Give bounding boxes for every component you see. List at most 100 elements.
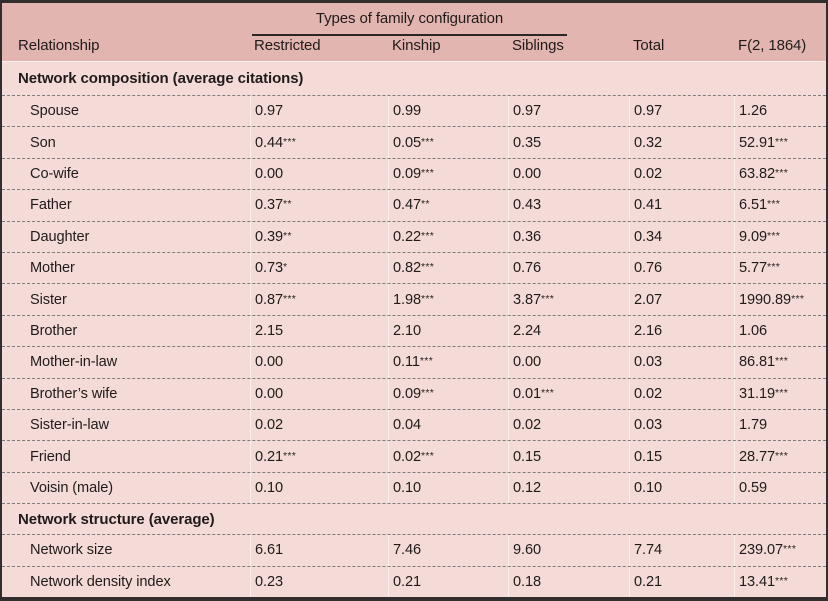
value-cell: 1990.89 ***	[734, 284, 826, 315]
row-label: Spouse	[30, 103, 79, 120]
value-cell: 2.07	[629, 284, 734, 315]
value-cell: 0.37 **	[250, 190, 388, 221]
value-cell: 1.06	[734, 315, 826, 347]
section-header-row: Network structure (average)	[2, 503, 826, 534]
value-cell: 28.77 ***	[734, 441, 826, 472]
value-cell: 0.97	[508, 96, 629, 127]
value-cell: 0.73 *	[250, 253, 388, 284]
table-row: Father 0.37 ** 0.47 ** 0.43 0.41 6.51 ***	[2, 189, 826, 221]
value-cell: 0.59	[734, 472, 826, 504]
value-cell: 0.00	[250, 158, 388, 190]
column-header-kinship: Kinship	[392, 37, 441, 54]
value-cell: 1.26	[734, 96, 826, 127]
row-label: Friend	[30, 448, 71, 465]
value-cell: 5.77 ***	[734, 253, 826, 284]
row-label: Brother	[30, 323, 78, 340]
row-label: Daughter	[30, 228, 90, 245]
value-cell: 0.34	[629, 221, 734, 253]
row-label: Mother	[30, 260, 75, 277]
value-cell: 0.10	[388, 472, 508, 504]
value-cell: 0.99	[388, 96, 508, 127]
column-header-restricted: Restricted	[254, 37, 321, 54]
value-cell: 0.76	[629, 253, 734, 284]
value-cell: 63.82 ***	[734, 158, 826, 190]
value-cell: 1.79	[734, 410, 826, 441]
value-cell: 0.36	[508, 221, 629, 253]
value-cell: 0.41	[629, 190, 734, 221]
value-cell: 0.03	[629, 347, 734, 378]
value-cell: 0.02	[629, 158, 734, 190]
section-title: Network structure (average)	[18, 510, 215, 528]
table-row: Sister-in-law 0.02 0.04 0.02 0.03 1.79	[2, 409, 826, 441]
table-row: Mother 0.73 * 0.82 *** 0.76 0.76 5.77 ***	[2, 252, 826, 284]
row-label: Network size	[30, 542, 113, 559]
table-row: Brother 2.15 2.10 2.24 2.16 1.06	[2, 314, 826, 347]
row-label: Son	[30, 134, 56, 151]
column-header-siblings: Siblings	[512, 37, 564, 54]
value-cell: 0.15	[629, 441, 734, 472]
value-cell: 31.19 ***	[734, 378, 826, 410]
value-cell: 0.18	[508, 566, 629, 597]
table-row: Sister 0.87 *** 1.98 *** 3.87 *** 2.07 1990.89 **…	[2, 283, 826, 315]
value-cell: 0.23	[250, 566, 388, 597]
value-cell: 1.98 ***	[388, 284, 508, 315]
value-cell: 6.51 ***	[734, 190, 826, 221]
value-cell: 0.01 ***	[508, 378, 629, 410]
value-cell: 0.21	[388, 566, 508, 597]
spanner-rule	[252, 34, 567, 36]
column-header-relationship: Relationship	[18, 37, 100, 54]
value-cell: 0.97	[250, 96, 388, 127]
value-cell: 0.82 ***	[388, 253, 508, 284]
row-label: Voisin (male)	[30, 480, 114, 497]
row-label: Co-wife	[30, 166, 79, 183]
value-cell: 52.91 ***	[734, 127, 826, 158]
table-row: Son 0.44 *** 0.05 *** 0.35 0.32 52.91 ***	[2, 126, 826, 158]
row-label: Mother-in-law	[30, 354, 118, 371]
row-label: Network density index	[30, 573, 171, 590]
row-label: Father	[30, 197, 72, 214]
spanner-heading: Types of family configuration	[315, 10, 504, 27]
value-cell: 0.02	[250, 410, 388, 441]
table-header: Types of family configuration Relationsh…	[2, 3, 826, 62]
value-cell: 0.10	[629, 472, 734, 504]
column-header-f-statistic: F(2, 1864)	[738, 37, 807, 54]
column-header-row: Relationship Restricted Kinship Siblings…	[2, 37, 826, 54]
value-cell: 13.41 ***	[734, 566, 826, 597]
value-cell: 0.02 ***	[388, 441, 508, 472]
value-cell: 0.02	[508, 410, 629, 441]
value-cell: 0.76	[508, 253, 629, 284]
value-cell: 0.09 ***	[388, 378, 508, 410]
value-cell: 0.00	[250, 378, 388, 410]
value-cell: 9.09 ***	[734, 221, 826, 253]
row-label: Sister	[30, 291, 67, 308]
value-cell: 0.21 ***	[250, 441, 388, 472]
value-cell: 0.97	[629, 96, 734, 127]
value-cell: 0.22 ***	[388, 221, 508, 253]
row-label: Brother’s wife	[30, 385, 118, 402]
value-cell: 0.02	[629, 378, 734, 410]
section-header-row: Network composition (average citations)	[2, 62, 826, 95]
table-row: Spouse 0.97 0.99 0.97 0.97 1.26	[2, 95, 826, 127]
value-cell: 9.60	[508, 535, 629, 566]
value-cell: 0.32	[629, 127, 734, 158]
value-cell: 6.61	[250, 535, 388, 566]
value-cell: 0.21	[629, 566, 734, 597]
table-row: Network density index 0.23 0.21 0.18 0.21 13.…	[2, 565, 826, 597]
value-cell: 0.09 ***	[388, 158, 508, 190]
value-cell: 0.35	[508, 127, 629, 158]
value-cell: 0.44 ***	[250, 127, 388, 158]
value-cell: 2.15	[250, 315, 388, 347]
section-title: Network composition (average citations)	[18, 70, 304, 87]
value-cell: 3.87 ***	[508, 284, 629, 315]
table-row: Voisin (male) 0.10 0.10 0.12 0.10 0.59	[2, 471, 826, 504]
value-cell: 0.00	[508, 347, 629, 378]
value-cell: 239.07 ***	[734, 535, 826, 566]
value-cell: 0.12	[508, 472, 629, 504]
value-cell: 0.05 ***	[388, 127, 508, 158]
table-row: Friend 0.21 *** 0.02 *** 0.15 0.15 28.77 ***	[2, 440, 826, 472]
value-cell: 0.04	[388, 410, 508, 441]
value-cell: 0.39 **	[250, 221, 388, 253]
value-cell: 2.16	[629, 315, 734, 347]
value-cell: 0.10	[250, 472, 388, 504]
